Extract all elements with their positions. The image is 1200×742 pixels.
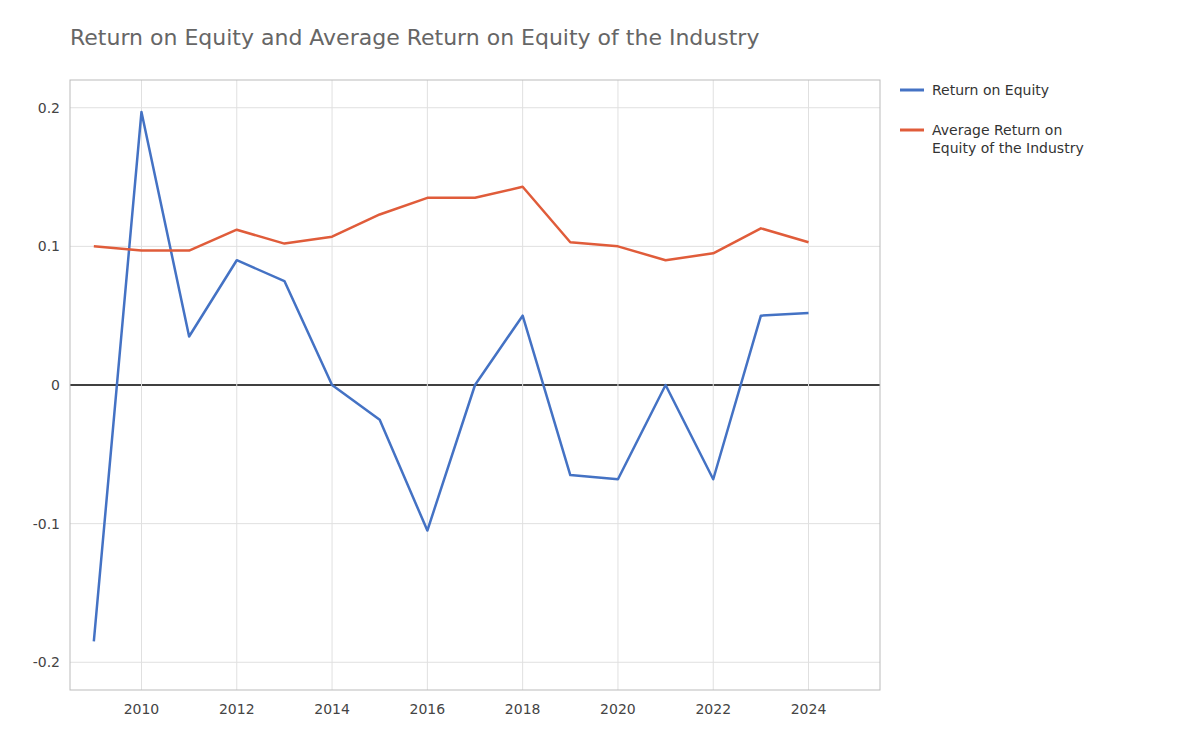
x-tick-label: 2014 (314, 701, 350, 717)
y-tick-label: 0.1 (38, 238, 60, 254)
grid-line-x (522, 80, 523, 690)
legend: Return on Equity Average Return onEquity … (900, 82, 1084, 156)
series-line (94, 187, 809, 260)
grid-line-x (141, 80, 142, 690)
y-tick-label: 0 (51, 377, 60, 393)
grid-line-x (713, 80, 714, 690)
legend-swatch (900, 129, 924, 132)
y-tick-label: 0.2 (38, 100, 60, 116)
legend-label: Average Return onEquity of the Industry (932, 122, 1084, 156)
x-tick-label: 2012 (219, 701, 255, 717)
series-group (94, 112, 809, 642)
x-tick-label: 2010 (124, 701, 160, 717)
y-tick-label: -0.1 (33, 516, 60, 532)
grid-line-y (70, 107, 880, 108)
y-tick-label: -0.2 (33, 654, 60, 670)
grid-line-y (70, 523, 880, 524)
legend-label: Return on Equity (932, 82, 1049, 98)
series-line (94, 112, 809, 642)
x-tick-label: 2020 (600, 701, 636, 717)
grid-line-x (427, 80, 428, 690)
title: Return on Equity and Average Return on E… (70, 25, 759, 50)
grid-line-y (70, 662, 880, 663)
grid (70, 80, 880, 690)
x-tick-label: 2024 (791, 701, 827, 717)
grid-line-x (617, 80, 618, 690)
grid-line-x (808, 80, 809, 690)
legend-swatch (900, 89, 924, 92)
grid-line-x (236, 80, 237, 690)
x-tick-label: 2018 (505, 701, 541, 717)
chart-container: Return on Equity and Average Return on E… (0, 0, 1200, 742)
x-tick-label: 2022 (695, 701, 731, 717)
plot-frame (70, 80, 880, 690)
grid-line-y (70, 246, 880, 247)
x-tick-label: 2016 (410, 701, 446, 717)
chart: Return on Equity and Average Return on E… (0, 0, 1200, 742)
